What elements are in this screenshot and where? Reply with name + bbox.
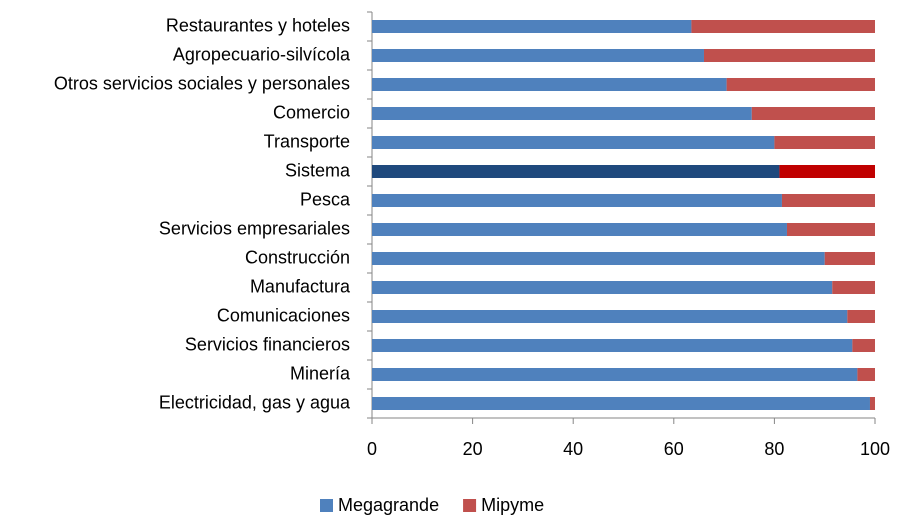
bar-segment [372, 20, 692, 33]
x-tick-label: 40 [563, 439, 583, 459]
x-tick-label: 80 [764, 439, 784, 459]
y-tick-label: Servicios financieros [185, 334, 350, 354]
bar-segment [774, 136, 875, 149]
bar-segment [751, 107, 875, 120]
bar-segment [786, 223, 875, 236]
bar-segment [824, 252, 875, 265]
legend-swatch [320, 499, 333, 512]
y-tick-label: Manufactura [250, 276, 351, 296]
x-tick-label: 100 [860, 439, 890, 459]
bar-segment [372, 339, 853, 352]
bar-segment [847, 310, 875, 323]
legend-swatch [463, 499, 477, 512]
bar-segment [869, 397, 875, 410]
bar-segment [372, 397, 870, 410]
y-tick-label: Transporte [264, 131, 350, 151]
y-tick-label: Sistema [285, 160, 351, 180]
y-tick-label: Agropecuario-silvícola [173, 44, 351, 64]
bar-segment [372, 165, 780, 178]
y-tick-label: Restaurantes y hoteles [166, 15, 350, 35]
bar-segment [372, 281, 833, 294]
bar-segment [372, 223, 787, 236]
bar-segment [832, 281, 875, 294]
bar-segment [779, 165, 875, 178]
y-tick-label: Construcción [245, 247, 350, 267]
y-tick-label: Servicios empresariales [159, 218, 350, 238]
bar-segment [372, 49, 704, 62]
bar-segment [372, 368, 858, 381]
bar-segment [852, 339, 875, 352]
bar-segment [372, 194, 782, 207]
bar-segment [372, 252, 825, 265]
bar-segment [691, 20, 875, 33]
y-tick-label: Comercio [273, 102, 350, 122]
bar-segment [857, 368, 875, 381]
y-tick-label: Minería [290, 363, 351, 383]
legend-label: Megagrande [338, 495, 439, 515]
bar-segment [781, 194, 875, 207]
y-tick-label: Comunicaciones [217, 305, 350, 325]
bar-segment [372, 107, 752, 120]
x-tick-label: 0 [367, 439, 377, 459]
x-tick-label: 60 [664, 439, 684, 459]
bar-segment [372, 136, 775, 149]
bar-segment [372, 78, 727, 91]
bar-segment [372, 310, 848, 323]
bar-segment [703, 49, 875, 62]
y-tick-label: Pesca [300, 189, 351, 209]
legend-label: Mipyme [481, 495, 544, 515]
y-tick-label: Otros servicios sociales y personales [54, 73, 350, 93]
x-tick-label: 20 [463, 439, 483, 459]
y-tick-label: Electricidad, gas y agua [159, 392, 351, 412]
bar-segment [726, 78, 875, 91]
